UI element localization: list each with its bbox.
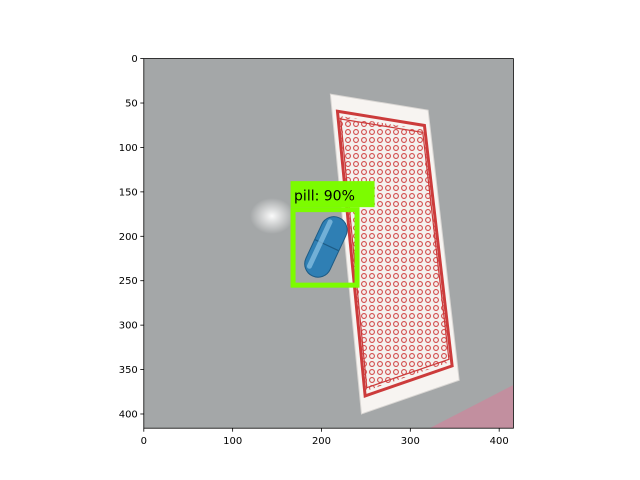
x-tick-label: 300: [401, 436, 420, 447]
detection-label: pill: 90%: [294, 189, 355, 205]
x-tick-label: 400: [490, 436, 509, 447]
y-tick-label: 350: [119, 365, 138, 376]
y-tick-label: 100: [119, 143, 138, 154]
detection-box: [290, 207, 360, 288]
fabric-corner: [430, 385, 514, 428]
y-tick-label: 250: [119, 276, 138, 287]
x-axis: 0 100 200 300 400: [141, 428, 509, 447]
photo-image: pill: 90%: [143, 58, 514, 429]
light-glare: [250, 198, 294, 234]
x-tick-label: 100: [223, 436, 242, 447]
x-tick-label: 0: [141, 436, 147, 447]
y-tick-label: 150: [119, 187, 138, 198]
capsule-highlight: [306, 219, 333, 269]
y-tick-label: 300: [119, 321, 138, 332]
pill-capsule: [304, 216, 348, 278]
y-tick-label: 50: [125, 99, 138, 110]
x-tick-label: 200: [312, 436, 331, 447]
detections-layer: pill: 90%: [290, 181, 375, 288]
card-pattern-inner-border: [340, 118, 450, 389]
y-tick-label: 0: [131, 54, 137, 65]
capsule-body: [304, 216, 348, 278]
detection-label-bg: [290, 181, 375, 208]
card-pattern-border: [335, 109, 454, 398]
axes-frame: [143, 58, 514, 429]
y-axis: 0 50 100 150 200 250 300 350 400: [119, 54, 144, 420]
y-tick-label: 200: [119, 232, 138, 243]
y-tick-label: 400: [119, 409, 138, 420]
